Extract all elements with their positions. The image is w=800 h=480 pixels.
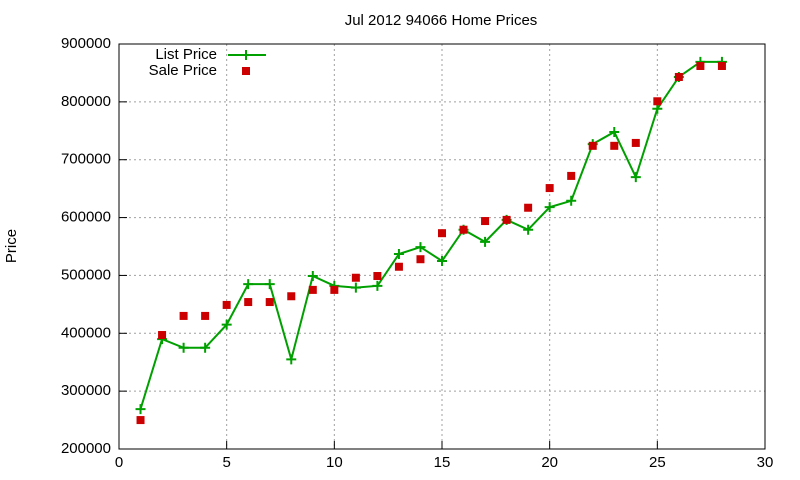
point bbox=[264, 279, 275, 290]
point bbox=[179, 311, 188, 320]
point bbox=[566, 195, 577, 206]
point bbox=[567, 171, 576, 180]
y-tick-label: 900000 bbox=[61, 35, 111, 52]
point bbox=[394, 262, 403, 271]
y-tick-label: 400000 bbox=[61, 324, 111, 341]
point bbox=[480, 236, 491, 247]
point bbox=[178, 342, 189, 353]
point bbox=[653, 97, 662, 106]
x-tick-label: 0 bbox=[115, 454, 123, 471]
point bbox=[350, 282, 361, 293]
legend-marker bbox=[241, 50, 251, 60]
y-tick-label: 700000 bbox=[61, 151, 111, 168]
point bbox=[630, 172, 641, 183]
point bbox=[351, 273, 360, 282]
point bbox=[373, 272, 382, 281]
point bbox=[287, 292, 296, 301]
point bbox=[610, 141, 619, 150]
point bbox=[200, 342, 211, 353]
point bbox=[524, 203, 533, 212]
point bbox=[674, 72, 683, 81]
legend-marker bbox=[242, 67, 250, 75]
legend-label: List Price bbox=[155, 46, 217, 63]
x-tick-label: 20 bbox=[541, 454, 558, 471]
point bbox=[201, 311, 210, 320]
point bbox=[158, 331, 167, 340]
point bbox=[308, 285, 317, 294]
point bbox=[609, 126, 620, 137]
y-tick-label: 300000 bbox=[61, 382, 111, 399]
x-tick-label: 10 bbox=[326, 454, 343, 471]
point bbox=[652, 103, 663, 114]
y-axis-label: Price bbox=[3, 229, 20, 263]
point bbox=[459, 225, 468, 234]
point bbox=[307, 271, 318, 282]
point bbox=[221, 319, 232, 330]
y-tick-label: 500000 bbox=[61, 266, 111, 283]
point bbox=[372, 280, 383, 291]
point bbox=[545, 184, 554, 193]
x-tick-label: 30 bbox=[757, 454, 774, 471]
point bbox=[222, 300, 231, 309]
point bbox=[631, 138, 640, 147]
y-tick-label: 600000 bbox=[61, 209, 111, 226]
point bbox=[415, 242, 426, 253]
point bbox=[330, 285, 339, 294]
legend-label: Sale Price bbox=[149, 62, 217, 79]
plot-frame bbox=[118, 43, 766, 450]
point bbox=[588, 141, 597, 150]
point bbox=[438, 229, 446, 238]
point bbox=[136, 416, 145, 425]
point bbox=[481, 217, 490, 226]
x-tick-label: 5 bbox=[222, 454, 230, 471]
series-line bbox=[139, 60, 722, 410]
point bbox=[265, 298, 274, 307]
point bbox=[286, 354, 297, 365]
y-tick-label: 800000 bbox=[61, 93, 111, 110]
point bbox=[244, 298, 253, 307]
point bbox=[523, 224, 534, 235]
point bbox=[696, 61, 705, 70]
point bbox=[437, 255, 447, 266]
point bbox=[243, 279, 254, 290]
x-tick-label: 25 bbox=[649, 454, 666, 471]
point bbox=[393, 249, 404, 260]
point bbox=[717, 61, 726, 70]
point bbox=[416, 255, 425, 264]
y-tick-label: 200000 bbox=[61, 440, 111, 457]
point bbox=[502, 215, 511, 224]
chart-title: Jul 2012 94066 Home Prices bbox=[345, 12, 538, 29]
point bbox=[135, 404, 146, 415]
x-tick-label: 15 bbox=[434, 454, 451, 471]
point bbox=[544, 202, 555, 213]
